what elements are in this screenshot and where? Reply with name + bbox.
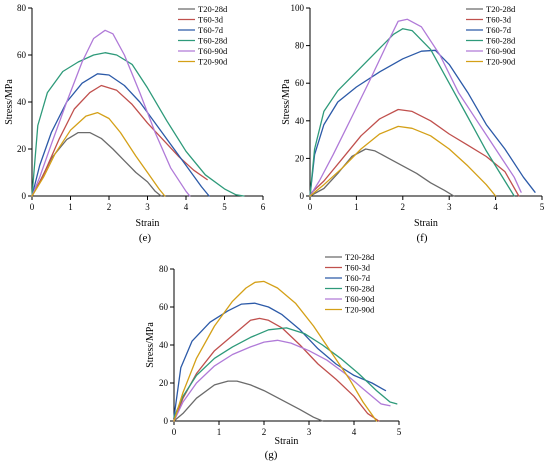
series-line (173, 380, 324, 422)
x-tick-label: 0 (172, 427, 177, 437)
y-tick-label: 40 (295, 116, 305, 126)
y-tick-label: 0 (22, 191, 27, 201)
series-line (173, 317, 380, 422)
series-line (173, 339, 391, 422)
x-tick-label: 4 (493, 202, 498, 212)
legend-label: T60-3d (486, 15, 512, 25)
series-line (309, 49, 536, 197)
legend-label: T60-28d (198, 36, 228, 46)
legend-label: T20-28d (198, 4, 228, 14)
x-axis-title: Strain (414, 218, 438, 229)
y-tick-label: 60 (295, 78, 305, 88)
y-tick-label: 80 (17, 3, 27, 13)
y-tick-label: 20 (159, 378, 169, 388)
y-tick-label: 80 (295, 41, 305, 51)
legend-label: T60-3d (345, 263, 371, 273)
legend-label: T60-28d (345, 284, 375, 294)
x-tick-label: 0 (308, 202, 313, 212)
panel-label: (g) (265, 449, 278, 461)
y-tick-label: 20 (295, 153, 305, 163)
series-line (173, 302, 387, 418)
legend-label: T20-28d (345, 252, 375, 262)
x-tick-label: 5 (540, 202, 545, 212)
y-axis-title: Stress/MPa (4, 79, 15, 125)
series-line (173, 280, 378, 422)
x-tick-label: 1 (354, 202, 359, 212)
y-tick-label: 60 (159, 302, 169, 312)
y-axis-title: Stress/MPa (145, 322, 156, 368)
chart-panel: 0 1 2 3 4 5 6020406080StrainStress/MPa(e)T20-2… (4, 3, 266, 244)
y-tick-label: 40 (159, 340, 169, 350)
chart-panel: 0 1 2 3 4 5 0 20 40 60 80 100 Strain Stress/MPa (f) T20… (281, 3, 545, 244)
y-tick-label: 0 (300, 191, 305, 201)
x-tick-label: 5 (222, 202, 227, 212)
series-line (309, 108, 520, 197)
series-line (309, 28, 515, 197)
legend-label: T20-90d (345, 305, 375, 315)
series-line (31, 29, 191, 197)
legend-label: T60-7d (345, 273, 371, 283)
series-line (309, 125, 497, 197)
y-tick-label: 20 (17, 144, 27, 154)
legend-label: T60-3d (198, 15, 224, 25)
legend-label: T60-90d (198, 46, 228, 56)
panel-label: (f) (417, 232, 428, 244)
series-line (31, 52, 245, 197)
y-axis-title: Stress/MPa (281, 79, 292, 125)
x-axis-title: Strain (275, 436, 299, 447)
y-tick-label: 60 (17, 50, 27, 60)
series-line (31, 84, 208, 197)
x-tick-label: 2 (401, 202, 406, 212)
x-tick-label: 4 (352, 427, 357, 437)
legend-label: T60-28d (486, 36, 516, 46)
x-tick-label: 6 (261, 202, 266, 212)
x-tick-label: 1 (217, 427, 222, 437)
series-line (31, 111, 166, 197)
x-tick-label: 1 (68, 202, 73, 212)
series-line (173, 327, 398, 418)
legend-label: T20-90d (198, 57, 228, 67)
legend-label: T60-90d (486, 46, 516, 56)
x-tick-label: 2 (262, 427, 267, 437)
y-tick-label: 100 (291, 3, 305, 13)
legend-label: T20-28d (486, 4, 516, 14)
series-line (309, 148, 455, 197)
x-tick-label: 5 (397, 427, 402, 437)
y-tick-label: 40 (17, 97, 27, 107)
x-tick-label: 3 (307, 427, 312, 437)
x-tick-label: 4 (184, 202, 189, 212)
x-tick-label: 3 (447, 202, 452, 212)
x-axis-title: Strain (136, 218, 160, 229)
x-tick-label: 0 (30, 202, 35, 212)
legend-label: T60-7d (198, 25, 224, 35)
x-tick-label: 2 (107, 202, 112, 212)
y-tick-label: 0 (164, 416, 169, 426)
chart-panel: 0 1 2 3 4 5 0 20 40 60 80 Strain Stress/MPa (g) T20-28… (145, 252, 402, 461)
panel-label: (e) (139, 232, 152, 244)
legend-label: T20-90d (486, 57, 516, 67)
series-line (309, 18, 522, 197)
legend-label: T60-90d (345, 294, 375, 304)
series-line (31, 73, 210, 197)
y-tick-label: 80 (159, 264, 169, 274)
x-tick-label: 3 (145, 202, 150, 212)
legend-label: T60-7d (486, 25, 512, 35)
